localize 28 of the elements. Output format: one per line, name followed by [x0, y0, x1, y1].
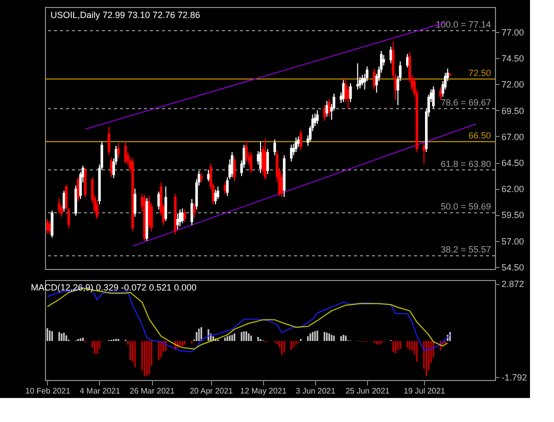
x-tick-label: 4 Mar 2021 — [80, 386, 121, 396]
x-tick-label: 25 Jun 2021 — [346, 386, 390, 396]
x-tick-label: 3 Jun 2021 — [296, 386, 336, 396]
y-tick-label: 59.50 — [502, 210, 524, 220]
x-tick-label: 12 May 2021 — [240, 386, 288, 396]
ref-line-label: 72.50 — [468, 68, 491, 78]
x-tick-label: 20 Apr 2021 — [190, 386, 234, 396]
y-tick-label: -1.792 — [502, 372, 528, 382]
ref-line-label: 50.0 = 59.69 — [440, 202, 491, 212]
y-tick-label: 62.00 — [502, 184, 524, 194]
y-tick-label: 72.00 — [502, 80, 524, 90]
y-tick-label: 77.00 — [502, 28, 524, 38]
x-tick-label: 19 Jul 2021 — [404, 386, 446, 396]
x-tick-label: 10 Feb 2021 — [25, 386, 71, 396]
ref-line-label: 61.8 = 63.80 — [440, 158, 491, 169]
y-tick-label: 69.50 — [502, 106, 524, 116]
y-tick-label: 64.50 — [502, 158, 524, 168]
chart-title: USOIL,Daily 72.99 73.10 72.76 72.86 — [50, 10, 200, 20]
y-tick-label: 57.00 — [502, 236, 524, 246]
y-tick-label: 67.00 — [502, 132, 524, 142]
y-tick-label: 2.872 — [502, 279, 524, 290]
ref-line-label: 100.0 = 77.14 — [436, 20, 491, 30]
ref-line-label: 78.6 = 69.67 — [440, 98, 491, 108]
ref-line-label: 66.50 — [468, 130, 491, 141]
y-tick-label: 54.50 — [502, 262, 524, 272]
ref-line-label: 38.2 = 55.57 — [440, 244, 491, 255]
y-tick-label: 74.50 — [502, 54, 524, 64]
x-tick-label: 26 Mar 2021 — [130, 386, 176, 396]
